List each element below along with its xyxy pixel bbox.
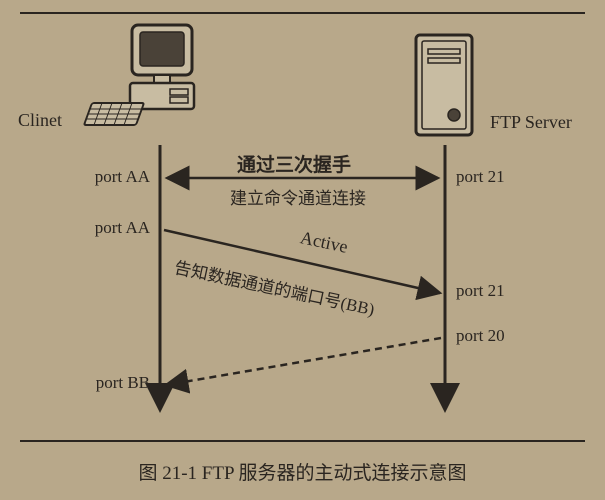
client-computer-icon [84,25,194,125]
port-server-21-1: port 21 [456,167,505,187]
port-server-20: port 20 [456,326,505,346]
figure-caption: 图 21-1 FTP 服务器的主动式连接示意图 [0,458,605,485]
ftp-diagram: Clinet FTP Server port AA port AA port B… [0,0,605,500]
server-tower-icon [416,35,472,135]
handshake-label-above: 通过三次握手 [237,150,351,177]
port-client-aa-1: port AA [95,167,150,187]
port-client-bb: port BB [96,373,150,393]
port-server-21-2: port 21 [456,281,505,301]
client-label: Clinet [18,110,62,131]
handshake-label-below: 建立命令通道连接 [230,184,366,209]
port-client-aa-2: port AA [95,218,150,238]
svg-layer [0,0,605,500]
server-label: FTP Server [490,112,572,133]
data-arrow [166,338,441,385]
